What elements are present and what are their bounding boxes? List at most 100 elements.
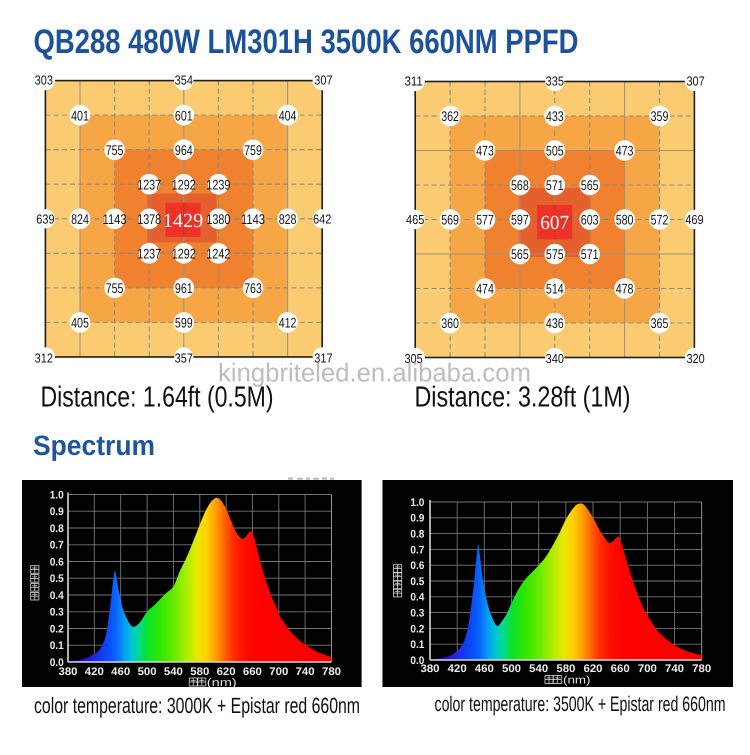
svg-text:433: 433: [546, 108, 564, 124]
svg-text:color temperature: 3000K + Epi: color temperature: 3000K + Epistar red 6…: [34, 693, 360, 718]
svg-text:571: 571: [546, 177, 564, 193]
svg-text:405: 405: [71, 315, 89, 331]
svg-text:964: 964: [175, 142, 193, 158]
svg-text:473: 473: [616, 143, 634, 159]
svg-text:0.5: 0.5: [410, 576, 424, 588]
svg-text:620: 620: [584, 663, 603, 675]
svg-text:0.1: 0.1: [410, 639, 424, 651]
svg-text:357: 357: [175, 351, 193, 366]
svg-text:0.3: 0.3: [410, 608, 424, 620]
svg-text:700: 700: [638, 663, 657, 675]
svg-text:478: 478: [616, 281, 634, 297]
svg-text:412: 412: [279, 315, 297, 331]
svg-text:1237: 1237: [137, 176, 161, 192]
svg-text:824: 824: [71, 211, 89, 227]
svg-text:1242: 1242: [206, 246, 230, 262]
svg-text:0.6: 0.6: [50, 556, 64, 568]
svg-text:401: 401: [71, 107, 89, 123]
svg-text:(nm): (nm): [207, 677, 237, 689]
svg-text:568: 568: [511, 177, 529, 193]
svg-text:0.8: 0.8: [410, 529, 424, 541]
svg-text:599: 599: [175, 315, 193, 331]
svg-text:577: 577: [476, 212, 494, 228]
svg-text:700: 700: [269, 666, 288, 678]
svg-text:1.0: 1.0: [410, 497, 424, 509]
svg-text:763: 763: [244, 280, 262, 296]
svg-text:420: 420: [448, 663, 467, 675]
svg-text:380: 380: [59, 666, 78, 678]
svg-text:354: 354: [175, 73, 193, 88]
svg-text:1429: 1429: [163, 210, 203, 232]
svg-text:505: 505: [546, 143, 564, 159]
svg-text:571: 571: [581, 246, 599, 262]
svg-text:572: 572: [651, 212, 669, 228]
svg-text:kingbriteled.en.alibaba.com: kingbriteled.en.alibaba.com: [218, 358, 531, 388]
svg-text:460: 460: [475, 663, 494, 675]
svg-text:500: 500: [502, 663, 521, 675]
svg-text:580: 580: [616, 212, 634, 228]
svg-text:436: 436: [546, 315, 564, 331]
svg-text:0.4: 0.4: [410, 592, 425, 604]
svg-text:0.2: 0.2: [410, 623, 424, 635]
svg-text:1143: 1143: [103, 211, 127, 227]
svg-text:740: 740: [296, 666, 315, 678]
svg-text:580: 580: [190, 666, 209, 678]
svg-text:460: 460: [111, 666, 130, 678]
svg-text:473: 473: [476, 143, 494, 159]
svg-text:569: 569: [441, 212, 459, 228]
svg-text:0.7: 0.7: [50, 540, 64, 552]
svg-text:780: 780: [322, 666, 341, 678]
svg-text:1239: 1239: [206, 176, 230, 192]
svg-text:0.7: 0.7: [410, 544, 424, 556]
svg-text:660: 660: [243, 666, 262, 678]
svg-text:565: 565: [511, 246, 529, 262]
svg-text:317: 317: [314, 351, 332, 366]
svg-text:(nm): (nm): [563, 674, 591, 686]
svg-text:305: 305: [404, 351, 422, 366]
svg-text:420: 420: [85, 666, 104, 678]
svg-text:601: 601: [175, 107, 193, 123]
svg-text:580: 580: [556, 663, 575, 675]
svg-text:365: 365: [651, 315, 669, 331]
svg-text:1143: 1143: [241, 211, 265, 227]
svg-text:311: 311: [404, 74, 422, 89]
svg-text:961: 961: [175, 280, 193, 296]
svg-text:380: 380: [421, 663, 440, 675]
svg-text:1.0: 1.0: [50, 489, 64, 501]
svg-text:0.5: 0.5: [50, 573, 64, 585]
svg-text:303: 303: [35, 73, 53, 88]
svg-text:660: 660: [611, 663, 630, 675]
svg-text:1380: 1380: [206, 211, 230, 227]
svg-text:740: 740: [665, 663, 684, 675]
svg-text:QB288 480W LM301H 3500K 660NM: QB288 480W LM301H 3500K 660NM PPFD: [34, 23, 579, 61]
svg-text:Spectrum: Spectrum: [33, 430, 155, 461]
svg-text:0.9: 0.9: [410, 513, 424, 525]
svg-text:469: 469: [685, 212, 703, 227]
svg-text:759: 759: [244, 142, 262, 158]
svg-text:540: 540: [164, 666, 183, 678]
svg-text:340: 340: [546, 351, 564, 366]
svg-text:0.4: 0.4: [50, 590, 65, 602]
svg-text:360: 360: [441, 315, 459, 331]
svg-text:1378: 1378: [137, 211, 161, 227]
svg-text:575: 575: [546, 246, 564, 262]
svg-text:362: 362: [441, 108, 459, 124]
svg-text:0.8: 0.8: [50, 523, 64, 535]
svg-text:color temperature: 3500K + Epi: color temperature: 3500K + Epistar red 6…: [435, 693, 726, 716]
svg-text:603: 603: [581, 212, 599, 228]
svg-text:639: 639: [36, 212, 54, 227]
svg-text:540: 540: [529, 663, 548, 675]
svg-text:474: 474: [476, 281, 494, 297]
svg-text:0.0: 0.0: [50, 657, 64, 669]
svg-text:0.6: 0.6: [410, 560, 424, 572]
svg-text:Distance: 3.28ft (1M): Distance: 3.28ft (1M): [415, 382, 631, 414]
svg-text:1292: 1292: [172, 176, 196, 192]
svg-text:335: 335: [546, 74, 564, 89]
svg-text:607: 607: [540, 212, 569, 234]
svg-text:0.3: 0.3: [50, 607, 64, 619]
svg-text:755: 755: [106, 142, 124, 158]
svg-text:0.0: 0.0: [410, 655, 424, 667]
svg-text:828: 828: [279, 211, 297, 227]
svg-text:514: 514: [546, 281, 564, 297]
svg-text:565: 565: [581, 177, 599, 193]
